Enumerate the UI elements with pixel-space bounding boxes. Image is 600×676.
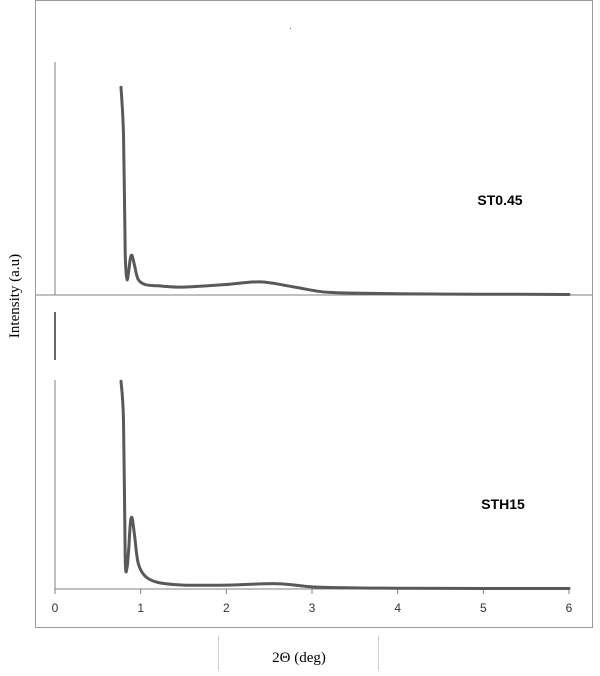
x-tick-label-0: 0 [52,601,59,615]
x-tick-label-4: 4 [394,601,401,615]
y-axis-label: Intensity (a.u) [7,254,23,338]
axes: 0 1 2 3 4 5 6 [36,62,592,615]
x-tick-label-2: 2 [223,601,230,615]
series-line-0 [119,85,571,296]
x-tick-label-6: 6 [566,601,573,615]
series-lines [119,85,571,591]
x-axis-label: 2Θ (deg) [272,650,326,666]
x-tick-label-1: 1 [137,601,144,615]
stray-mark [290,28,291,29]
series-line-1 [119,379,571,591]
series-label-st045: ST0.45 [477,192,522,208]
plot-frame [35,0,593,628]
x-tick-label-5: 5 [480,601,487,615]
x-tick-label-3: 3 [309,601,316,615]
series-label-sth15: STH15 [481,496,525,512]
